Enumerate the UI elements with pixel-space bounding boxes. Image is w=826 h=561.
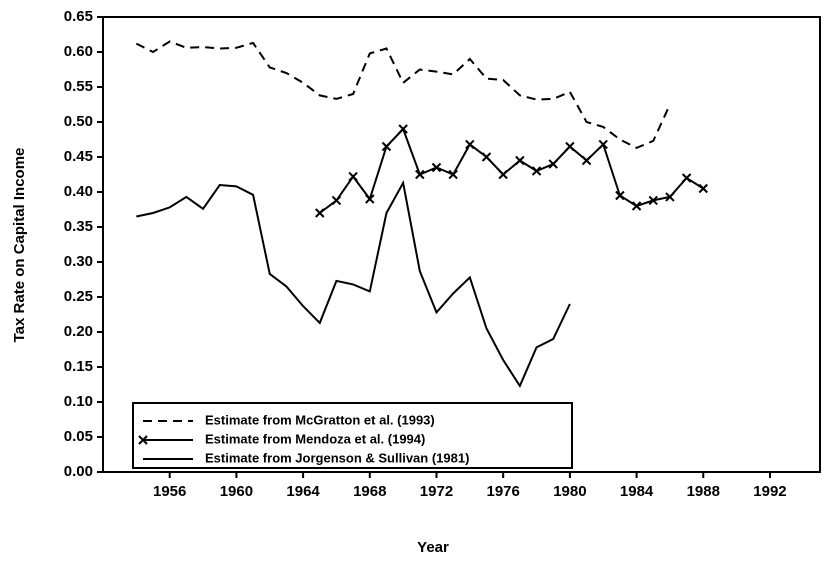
x-tick-label: 1968 [353,483,386,500]
point-marker [498,169,508,180]
y-tick-label: 0.25 [64,288,93,305]
legend-label: Estimate from Jorgenson & Sullivan (1981… [205,450,469,465]
point-marker [598,139,608,150]
series-line [135,40,671,150]
legend-label: Estimate from McGratton et al. (1993) [205,412,435,427]
plot-frame [102,16,821,473]
y-tick-label: 0.15 [64,358,93,375]
point-marker [465,139,475,150]
y-tick-label: 0.65 [64,8,93,25]
point-marker [548,159,558,169]
legend-marker [138,435,148,445]
legend-box [132,402,573,469]
y-axis-label: Tax Rate on Capital Income [11,148,28,343]
point-marker [531,166,542,176]
series-line [319,127,704,214]
point-marker [348,171,358,182]
y-tick-label: 0.40 [64,183,93,200]
point-marker [581,155,592,166]
point-marker [631,201,642,211]
point-marker [665,192,675,202]
point-marker [565,141,575,152]
x-tick-label: 1972 [420,483,453,500]
legend-label: Estimate from Mendoza et al. (1994) [205,431,425,446]
point-marker [648,195,658,206]
x-tick-label: 1956 [153,483,186,500]
point-marker [381,141,392,152]
point-marker [481,152,492,162]
y-tick-label: 0.50 [64,113,93,130]
point-marker [415,169,425,180]
y-tick-label: 0.30 [64,253,93,270]
y-tick-label: 0.00 [64,463,93,480]
y-tick-label: 0.10 [64,393,93,410]
point-marker [365,194,375,204]
point-marker [431,162,442,173]
y-tick-label: 0.35 [64,218,93,235]
x-tick-label: 1988 [687,483,720,500]
point-marker [515,155,525,166]
y-tick-label: 0.05 [64,428,93,445]
x-tick-label: 1976 [486,483,519,500]
point-marker [698,183,708,194]
x-tick-label: 1992 [753,483,786,500]
point-marker [681,173,692,183]
point-marker [315,208,325,218]
point-marker [331,195,342,206]
x-tick-label: 1960 [220,483,253,500]
series-line [136,179,571,389]
x-tick-label: 1964 [286,483,320,500]
x-axis-label: Year [417,539,449,556]
point-marker [398,124,408,134]
point-marker [448,169,458,180]
x-tick-label: 1984 [620,483,654,500]
x-tick-label: 1980 [553,483,586,500]
y-tick-label: 0.45 [64,148,93,165]
y-tick-label: 0.55 [64,78,93,95]
y-tick-label: 0.60 [64,43,93,60]
y-tick-label: 0.20 [64,323,93,340]
point-marker [615,190,625,201]
